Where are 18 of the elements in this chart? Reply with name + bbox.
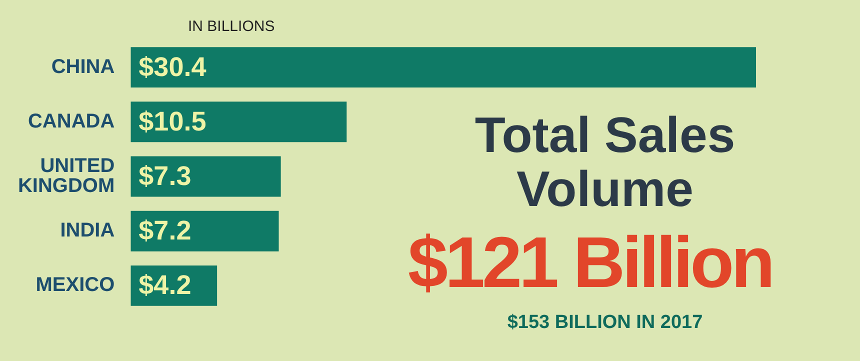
data-label: $10.5 [138,106,206,136]
data-label: $7.3 [138,160,192,191]
annotation: $121 Billion [406,222,774,305]
chart-subtitle: IN BILLIONS [188,18,275,35]
y-tick-label: INDIA [60,220,115,242]
annotation: $153 BILLION IN 2017 [506,312,704,334]
data-label: $4.2 [138,270,192,300]
bar [130,102,347,142]
bar [130,210,279,252]
y-tick-label: MEXICO [36,274,115,296]
data-label: $30.4 [138,52,206,82]
bar [130,156,281,197]
y-tick-label: UNITED KINGDOM [18,155,115,198]
bar [130,47,756,88]
y-tick-label: CHINA [51,56,115,78]
data-label: $7.2 [138,216,192,246]
y-tick-label: CANADA [28,110,115,132]
text: Total Sales Volume [474,107,736,217]
